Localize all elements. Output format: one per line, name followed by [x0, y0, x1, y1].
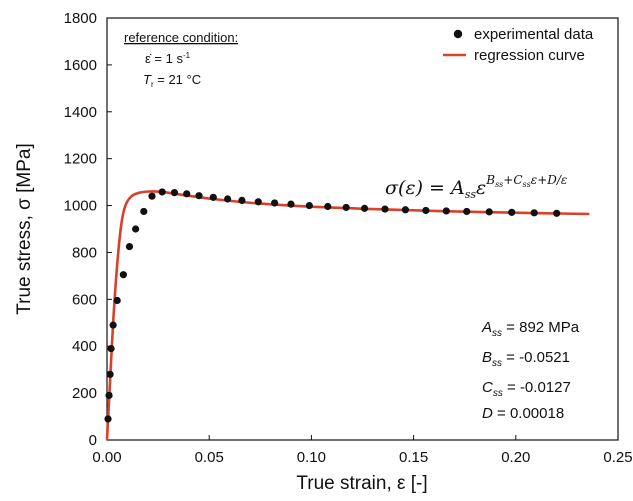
experimental-data-points	[104, 188, 561, 423]
legend-marker-experimental	[453, 29, 463, 39]
y-tick-label: 1400	[64, 104, 97, 121]
data-point	[170, 189, 179, 197]
y-tick-label: 800	[72, 244, 97, 261]
data-point	[148, 192, 156, 200]
data-point	[342, 203, 350, 212]
y-tick-label: 0	[89, 432, 97, 449]
data-point	[422, 206, 430, 215]
data-point	[106, 370, 114, 378]
data-point	[125, 242, 134, 251]
param-D: D = 0.00018	[482, 405, 564, 422]
param-A: Ass = 892 MPa	[481, 319, 580, 339]
regression-curve-line	[105, 190, 590, 441]
x-tick-label: 0.00	[92, 449, 121, 466]
y-tick-label: 1200	[64, 151, 97, 168]
y-tick-label: 400	[72, 338, 97, 355]
legend: experimental data regression curve	[443, 26, 594, 64]
reference-strain-rate: ε̇ = 1 s-1	[145, 51, 191, 66]
data-point	[360, 204, 369, 212]
y-tick-label: 1000	[64, 198, 97, 215]
data-point	[485, 208, 493, 216]
plot-frame	[106, 17, 619, 441]
x-tick-label: 0.15	[399, 449, 428, 466]
fit-parameters: Ass = 892 MPa Bss = -0.0521 Css = -0.012…	[481, 319, 580, 422]
data-point	[381, 205, 389, 213]
regression-equation: σ(ε) = AssεBss+Cssε+D/ε	[385, 173, 567, 201]
data-point	[158, 188, 166, 196]
x-axis-ticks: 0.00 0.05 0.10 0.15 0.20 0.25	[92, 435, 633, 466]
data-point	[530, 209, 538, 217]
data-point	[271, 199, 279, 207]
x-tick-label: 0.10	[297, 449, 326, 466]
y-axis-ticks: 0 200 400 600 800 1000 1200 1400 1600 1800	[64, 10, 112, 449]
data-point	[508, 208, 516, 216]
y-tick-label: 1800	[64, 10, 97, 27]
legend-label-regression: regression curve	[474, 47, 585, 64]
data-point	[183, 190, 191, 198]
reference-condition: reference condition: ε̇ = 1 s-1 Tr = 21 …	[124, 30, 238, 89]
data-point	[119, 271, 127, 279]
x-tick-label: 0.05	[195, 449, 224, 466]
data-point	[463, 207, 471, 216]
param-C: Css = -0.0127	[482, 379, 571, 399]
data-point	[104, 415, 112, 423]
data-point	[324, 202, 332, 211]
y-tick-label: 600	[72, 291, 97, 308]
data-point	[401, 206, 410, 214]
data-point	[238, 196, 246, 204]
y-axis-label: True stress, σ [MPa]	[14, 143, 35, 315]
data-point	[140, 207, 148, 216]
data-point	[305, 201, 313, 210]
data-point	[105, 391, 113, 400]
reference-title: reference condition:	[124, 30, 238, 45]
data-point	[195, 192, 203, 200]
data-point	[109, 321, 117, 329]
data-point	[132, 225, 140, 233]
data-point	[254, 198, 262, 206]
reference-temperature: Tr = 21 °C	[143, 72, 201, 89]
data-point	[209, 193, 217, 201]
x-axis-label: True strain, ε [-]	[296, 473, 427, 494]
y-tick-label: 1600	[64, 57, 97, 74]
x-tick-label: 0.25	[603, 449, 632, 466]
legend-label-experimental: experimental data	[474, 26, 594, 43]
data-point	[113, 296, 121, 305]
y-tick-label: 200	[72, 385, 97, 402]
data-point	[553, 209, 561, 217]
x-tick-label: 0.20	[501, 449, 530, 466]
param-B: Bss = -0.0521	[482, 349, 570, 369]
data-point	[223, 195, 232, 203]
data-point	[107, 344, 115, 353]
data-point	[287, 200, 295, 208]
data-point	[442, 207, 450, 215]
